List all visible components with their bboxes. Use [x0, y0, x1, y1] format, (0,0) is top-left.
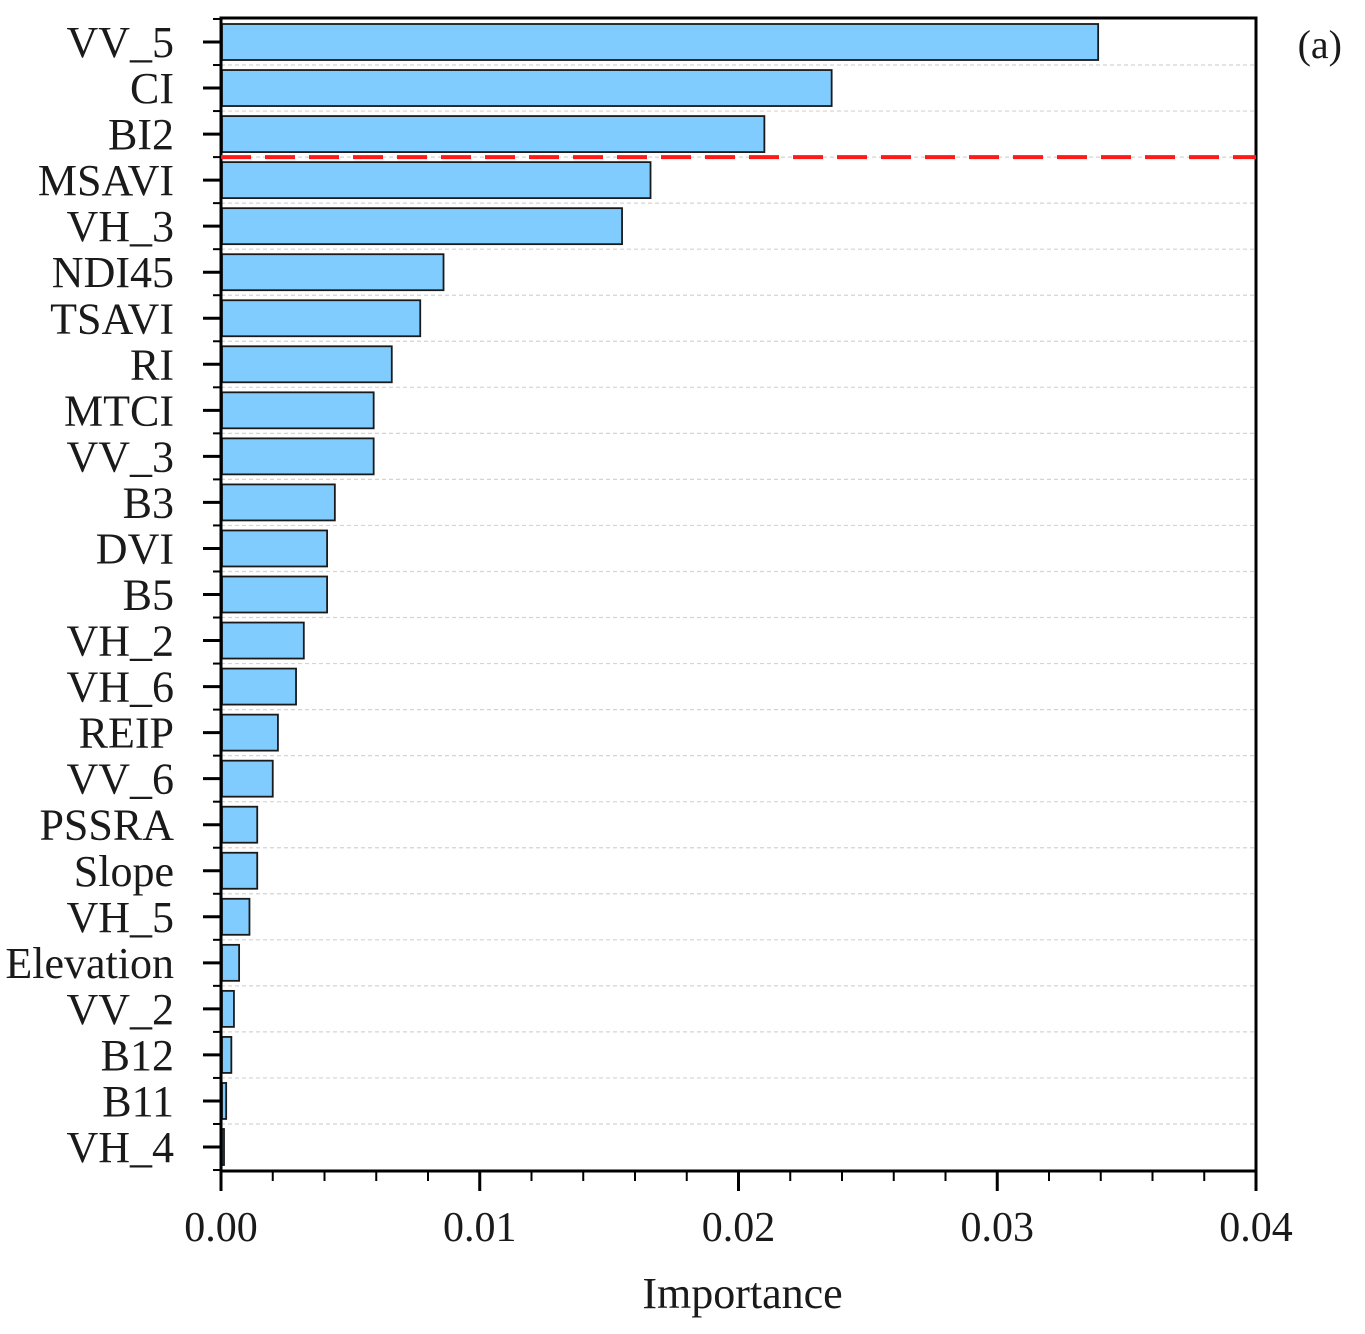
bar: [221, 943, 241, 982]
category-label: VH_5: [66, 893, 174, 942]
bar: [221, 759, 274, 798]
x-tick-label: 0.00: [184, 1205, 258, 1251]
category-label: MTCI: [64, 386, 174, 435]
x-tick-label: 0.04: [1219, 1205, 1293, 1251]
category-label: MSAVI: [38, 156, 174, 205]
x-tick-label: 0.01: [443, 1205, 517, 1251]
bar: [221, 345, 393, 384]
bar: [221, 1082, 228, 1120]
bar: [221, 437, 375, 476]
bar: [221, 483, 336, 522]
category-label: RI: [130, 340, 174, 389]
bar: [221, 1036, 233, 1074]
bar: [221, 115, 766, 153]
category-label: B5: [123, 571, 174, 620]
category-labels: VV_5CIBI2MSAVIVH_3NDI45TSAVIRIMTCIVV_3B3…: [5, 18, 174, 1172]
bar: [221, 575, 328, 614]
category-label: VH_3: [66, 202, 174, 251]
category-label: VV_2: [66, 985, 174, 1034]
bar: [221, 805, 259, 844]
category-label: VV_6: [66, 755, 174, 804]
y-ticks: [203, 17, 221, 1172]
bar: [221, 299, 422, 338]
bar: [221, 989, 235, 1028]
category-label: VH_2: [66, 617, 174, 666]
bar: [221, 851, 259, 890]
grid-lines: [221, 64, 1256, 1125]
category-label: VV_3: [66, 432, 174, 481]
bar: [221, 621, 305, 660]
x-ticks: 0.00 0.01 0.02 0.03 0.04: [184, 1171, 1293, 1251]
category-label: B12: [101, 1031, 174, 1080]
category-label: TSAVI: [50, 294, 174, 343]
category-label: B11: [102, 1077, 174, 1126]
bar: [221, 207, 623, 246]
plot-frame: [219, 16, 1258, 1173]
bar: [221, 69, 833, 107]
bar: [221, 667, 297, 706]
bar: [221, 253, 445, 292]
category-label: B3: [123, 478, 174, 527]
category-label: VH_4: [66, 1123, 174, 1172]
category-label: DVI: [96, 524, 174, 573]
panel-label: (a): [1298, 22, 1342, 67]
category-label: CI: [130, 64, 174, 113]
category-label: Elevation: [5, 939, 174, 988]
bar: [221, 897, 251, 936]
bar: [221, 529, 328, 568]
bar: [221, 161, 652, 200]
x-axis-title: Importance: [642, 1269, 842, 1318]
x-tick-label: 0.02: [702, 1205, 776, 1251]
bar: [221, 23, 1100, 61]
category-label: REIP: [79, 709, 174, 758]
bar: [221, 391, 375, 430]
x-tick-label: 0.03: [961, 1205, 1035, 1251]
category-label: VV_5: [66, 18, 174, 67]
category-label: BI2: [108, 110, 174, 159]
bars: [221, 23, 1100, 1166]
category-label: VH_6: [66, 663, 174, 712]
bar: [221, 713, 279, 752]
category-label: PSSRA: [39, 801, 174, 850]
category-label: NDI45: [52, 248, 174, 297]
category-label: Slope: [74, 847, 174, 896]
